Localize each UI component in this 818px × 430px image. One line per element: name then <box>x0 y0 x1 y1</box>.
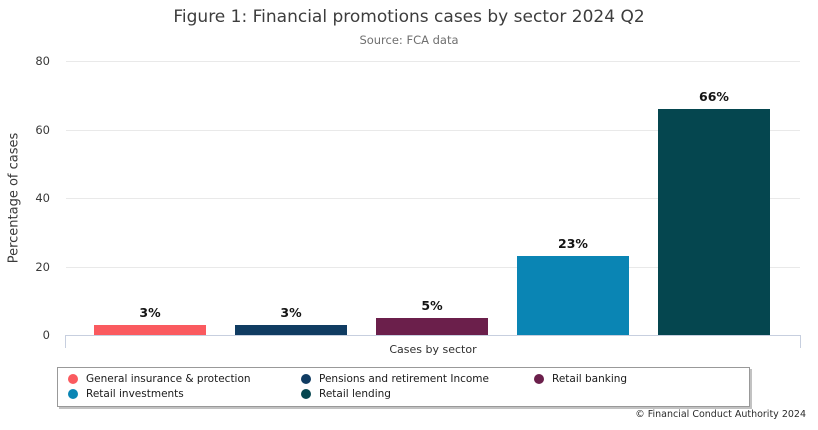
bar-retail-banking <box>376 317 488 335</box>
legend-label: Retail investments <box>86 388 184 400</box>
y-tick-label-60: 60 <box>35 122 50 137</box>
copyright: © Financial Conduct Authority 2024 <box>635 409 806 420</box>
legend-label: Retail lending <box>319 388 391 400</box>
x-axis-line <box>65 335 801 336</box>
legend: General insurance & protection Pensions a… <box>57 367 750 407</box>
chart-subtitle: Source: FCA data <box>359 33 459 47</box>
x-axis-title: Cases by sector <box>389 343 477 356</box>
gridline-60 <box>66 129 800 131</box>
y-tick-label-80: 80 <box>35 54 50 68</box>
x-axis-right-cap <box>800 335 801 348</box>
bar-pensions-and-retirement-income <box>235 324 347 335</box>
bar-value-label: 23% <box>558 236 588 252</box>
legend-dot-retail-lending <box>301 389 311 399</box>
y-tick-label-20: 20 <box>35 259 50 274</box>
bar-value-label: 66% <box>699 88 729 104</box>
legend-dot-pensions-and-retirement-income <box>301 374 311 384</box>
legend-dot-retail-banking <box>534 374 544 384</box>
legend-item-retail-banking: Retail banking <box>534 372 743 386</box>
y-tick-label-0: 0 <box>42 328 50 342</box>
legend-label: Retail banking <box>552 373 628 385</box>
bar-value-label: 3% <box>280 304 302 320</box>
legend-item-general-insurance-protection: General insurance & protection <box>68 372 301 386</box>
legend-item-retail-investments: Retail investments <box>68 387 301 401</box>
legend-dot-retail-investments <box>68 389 78 399</box>
gridline-40 <box>66 198 800 199</box>
legend-label: Pensions and retirement Income <box>319 373 489 385</box>
bar-value-label: 3% <box>139 304 161 320</box>
bar-general-insurance-protection <box>94 324 206 335</box>
plot-area: 0 20 40 60 80 3% 3% 5% 23% 66% <box>35 54 801 348</box>
bar-value-label: 5% <box>421 297 443 313</box>
legend-dot-general-insurance-protection <box>68 374 78 384</box>
legend-item-retail-lending: Retail lending <box>301 387 534 401</box>
legend-grid: General insurance & protection Pensions a… <box>68 372 743 401</box>
x-axis-left-cap <box>65 335 66 348</box>
y-tick-label-40: 40 <box>35 191 50 205</box>
gridline-20 <box>66 266 800 268</box>
legend-label: General insurance & protection <box>86 373 251 385</box>
bar-retail-investments <box>517 256 629 335</box>
legend-item-pensions-and-retirement-income: Pensions and retirement Income <box>301 372 534 386</box>
chart-title: Figure 1: Financial promotions cases by … <box>173 7 645 27</box>
gridline-80 <box>66 61 800 62</box>
bar-retail-lending <box>658 108 770 335</box>
